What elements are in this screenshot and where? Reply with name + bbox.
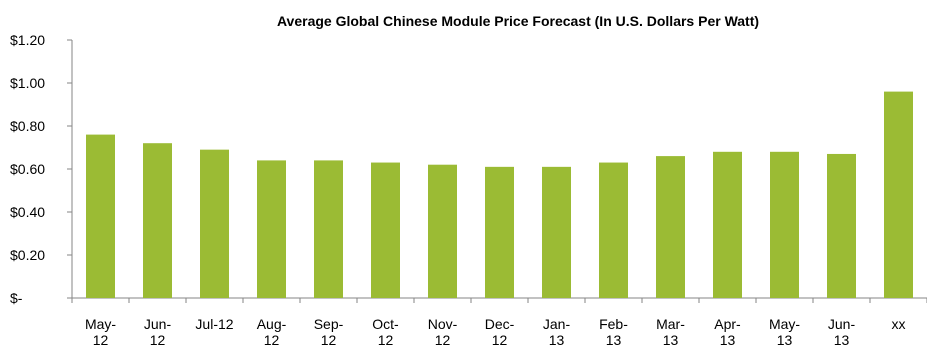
y-tick-label: $0.60 — [10, 161, 45, 177]
x-tick-label: Feb-13 — [599, 316, 628, 348]
x-tick-label-line: Jun- — [828, 316, 856, 332]
x-tick-label-line: 13 — [549, 332, 565, 348]
bar — [656, 156, 685, 298]
bars — [86, 91, 913, 298]
bar — [485, 166, 514, 298]
x-tick-label: Jun-12 — [144, 316, 172, 348]
bar — [428, 164, 457, 298]
x-tick-label: Jan-13 — [543, 316, 571, 348]
x-tick-label-line: Nov- — [428, 316, 458, 332]
x-tick-label-line: Apr- — [714, 316, 741, 332]
x-tick-label: May-12 — [85, 316, 116, 348]
chart-title: Average Global Chinese Module Price Fore… — [277, 13, 759, 29]
y-tick-label: $1.20 — [10, 32, 45, 48]
x-tick-label-line: May- — [769, 316, 800, 332]
x-tick-label-line: 12 — [93, 332, 109, 348]
bar — [770, 151, 799, 298]
x-tick-label-line: Jun- — [144, 316, 172, 332]
x-tick-label: Oct-12 — [372, 316, 399, 348]
x-tick-label-line: 12 — [321, 332, 337, 348]
y-tick-label: $- — [10, 290, 23, 306]
x-tick-label: Mar-13 — [656, 316, 685, 348]
x-tick-label-line: Jul-12 — [195, 316, 233, 332]
x-tick-label: Apr-13 — [714, 316, 741, 348]
x-tick-label-line: 13 — [663, 332, 679, 348]
bar — [599, 162, 628, 298]
bar — [86, 134, 115, 298]
bar — [314, 160, 343, 298]
x-tick-label: xx — [892, 316, 906, 332]
x-tick-label: Dec-12 — [485, 316, 515, 348]
x-tick-label-line: xx — [892, 316, 906, 332]
x-tick-label: Jun-13 — [828, 316, 856, 348]
x-tick-label: Nov-12 — [428, 316, 458, 348]
bar — [371, 162, 400, 298]
x-tick-label: Jul-12 — [195, 316, 233, 332]
x-tick-label-line: 13 — [777, 332, 793, 348]
x-tick-label-line: Oct- — [372, 316, 399, 332]
x-tick-label-line: Dec- — [485, 316, 515, 332]
bar — [884, 91, 913, 298]
x-tick-label: May-13 — [769, 316, 800, 348]
bar — [713, 151, 742, 298]
x-tick-label-line: 12 — [492, 332, 508, 348]
x-tick-label-line: 12 — [264, 332, 280, 348]
x-tick-label-line: 12 — [378, 332, 394, 348]
bar — [257, 160, 286, 298]
x-tick-label-line: Jan- — [543, 316, 571, 332]
x-tick-label-line: Aug- — [257, 316, 287, 332]
x-tick-label-line: Sep- — [314, 316, 344, 332]
y-tick-label: $0.80 — [10, 118, 45, 134]
x-tick-label-line: May- — [85, 316, 116, 332]
y-tick-label: $0.40 — [10, 204, 45, 220]
y-tick-labels: $- $0.20 $0.40 $0.60 $0.80 $1.00 $1.20 — [10, 32, 45, 306]
x-tick-label-line: 12 — [150, 332, 166, 348]
y-tick-label: $0.20 — [10, 247, 45, 263]
bar — [827, 153, 856, 298]
x-tick-label-line: Mar- — [656, 316, 685, 332]
x-tick-label-line: Feb- — [599, 316, 628, 332]
x-tick-label: Aug-12 — [257, 316, 287, 348]
x-tick-label: Sep-12 — [314, 316, 344, 348]
x-tick-label-line: 13 — [606, 332, 622, 348]
bar — [200, 149, 229, 298]
x-tick-label-line: 13 — [834, 332, 850, 348]
bar — [542, 166, 571, 298]
x-tick-label-line: 13 — [720, 332, 736, 348]
x-tick-label-line: 12 — [435, 332, 451, 348]
bar — [143, 143, 172, 298]
y-tick-label: $1.00 — [10, 75, 45, 91]
